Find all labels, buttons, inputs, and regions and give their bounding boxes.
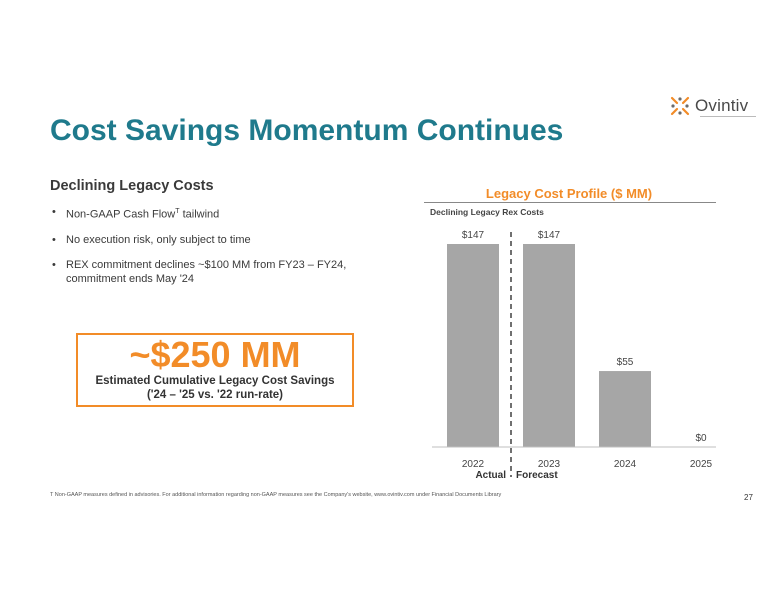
bullet-item: Non-GAAP Cash FlowT tailwind <box>52 205 372 222</box>
x-tick-label-2023: 2023 <box>538 459 561 470</box>
savings-period: ('24 – '25 vs. '22 run-rate) <box>146 389 284 401</box>
section-heading: Declining Legacy Costs <box>50 178 214 194</box>
data-label-2025: $0 <box>695 433 707 444</box>
x-tick-label-2022: 2022 <box>462 459 485 470</box>
forecast-label: Forecast <box>516 470 558 481</box>
savings-amount: ~$250 MM <box>129 334 301 375</box>
data-label-2024: $55 <box>617 357 634 368</box>
data-label-2023: $147 <box>538 230 561 241</box>
page-number: 27 <box>744 493 753 502</box>
ovintiv-logo: Ovintiv <box>669 95 748 117</box>
savings-callout: ~$250 MM Estimated Cumulative Legacy Cos… <box>76 333 354 407</box>
bar-2022 <box>447 244 499 447</box>
x-tick-label-2024: 2024 <box>614 459 637 470</box>
chart-title: Legacy Cost Profile ($ MM) <box>485 186 653 201</box>
bullet-item: No execution risk, only subject to time <box>52 233 372 247</box>
logo-underline <box>700 116 756 117</box>
bar-2024 <box>599 371 651 447</box>
page-title: Cost Savings Momentum Continues <box>50 114 564 147</box>
bullet-item: REX commitment declines ~$100 MM from FY… <box>52 258 372 286</box>
ovintiv-star-icon <box>670 96 690 116</box>
bar-2023 <box>523 244 575 447</box>
chart-title-rule <box>424 202 716 203</box>
footnote: T Non-GAAP measures defined in advisorie… <box>50 492 502 498</box>
bullet-list: Non-GAAP Cash FlowT tailwind No executio… <box>52 205 372 297</box>
logo-wordmark: Ovintiv <box>695 96 749 115</box>
footnote-marker: T <box>175 208 180 215</box>
actual-label: Actual <box>475 470 506 481</box>
chart-subtitle: Declining Legacy Rex Costs <box>430 207 544 217</box>
data-label-2022: $147 <box>462 230 485 241</box>
savings-description: Estimated Cumulative Legacy Cost Savings <box>95 375 335 387</box>
x-tick-label-2025: 2025 <box>690 459 713 470</box>
